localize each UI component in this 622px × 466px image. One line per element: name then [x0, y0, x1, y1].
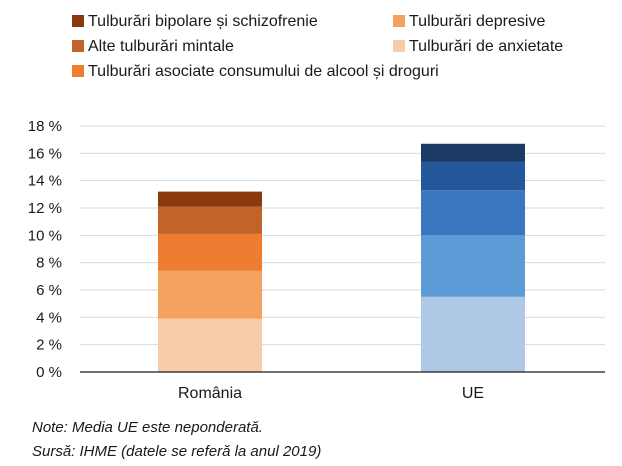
legend-swatch-tulburari-depresive — [393, 15, 405, 27]
legend-swatch-alte-tulburari-mintale — [72, 40, 84, 52]
bar-segment-ue-alte-tulburari-mintale — [421, 161, 525, 191]
y-axis-ticks: 0 % 2 % 4 % 6 % 8 % 10 % 12 % 14 % 16 % 18 % — [28, 118, 62, 381]
bar-segment-romania-tulburari-bipolare-si-schizofrenie — [158, 191, 262, 207]
bar-segment-romania-tulburari-de-anxietate — [158, 318, 262, 372]
legend-swatch-tulburari-bipolare-si-schizofrenie — [72, 15, 84, 27]
bar-segment-romania-alte-tulburari-mintale — [158, 206, 262, 234]
legend-label-tulburari-asociate-consumului-de-alcool-si-droguri: Tulburări asociate consumului de alcool … — [88, 63, 439, 80]
y-tick-label: 10 % — [28, 227, 62, 244]
category-label-romania: România — [178, 385, 242, 402]
source-text: Sursă: IHME (datele se referă la anul 20… — [32, 443, 321, 460]
y-tick-label: 12 % — [28, 200, 62, 217]
bar-segment-romania-tulburari-depresive — [158, 270, 262, 319]
y-tick-label: 6 % — [36, 282, 62, 299]
legend-label-tulburari-bipolare-si-schizofrenie: Tulburări bipolare și schizofrenie — [88, 13, 318, 30]
bar-segment-ue-tulburari-de-anxietate — [421, 296, 525, 372]
y-tick-label: 8 % — [36, 255, 62, 272]
legend-label-tulburari-depresive: Tulburări depresive — [409, 13, 545, 30]
legend: Tulburări bipolare și schizofrenie Tulbur… — [72, 13, 563, 80]
y-tick-label: 0 % — [36, 364, 62, 381]
y-tick-label: 2 % — [36, 337, 62, 354]
bar-segment-ue-tulburari-asociate-consumului-de-alcool-si-droguri — [421, 190, 525, 236]
bar-segment-romania-tulburari-asociate-consumului-de-alcool-si-droguri — [158, 233, 262, 271]
legend-label-tulburari-de-anxietate: Tulburări de anxietate — [409, 38, 563, 55]
note-text: Note: Media UE este neponderată. — [32, 419, 263, 436]
bar-segment-ue-tulburari-depresive — [421, 235, 525, 297]
y-tick-label: 4 % — [36, 309, 62, 326]
bars — [158, 143, 525, 372]
legend-label-alte-tulburari-mintale: Alte tulburări mintale — [88, 38, 234, 55]
legend-swatch-tulburari-de-anxietate — [393, 40, 405, 52]
y-tick-label: 18 % — [28, 118, 62, 135]
category-label-ue: UE — [462, 385, 484, 402]
y-tick-label: 14 % — [28, 173, 62, 190]
bar-segment-ue-tulburari-bipolare-si-schizofrenie — [421, 143, 525, 162]
x-axis-categories: România UE — [178, 385, 484, 402]
legend-swatch-tulburari-asociate-consumului-de-alcool-si-droguri — [72, 65, 84, 77]
y-tick-label: 16 % — [28, 145, 62, 162]
